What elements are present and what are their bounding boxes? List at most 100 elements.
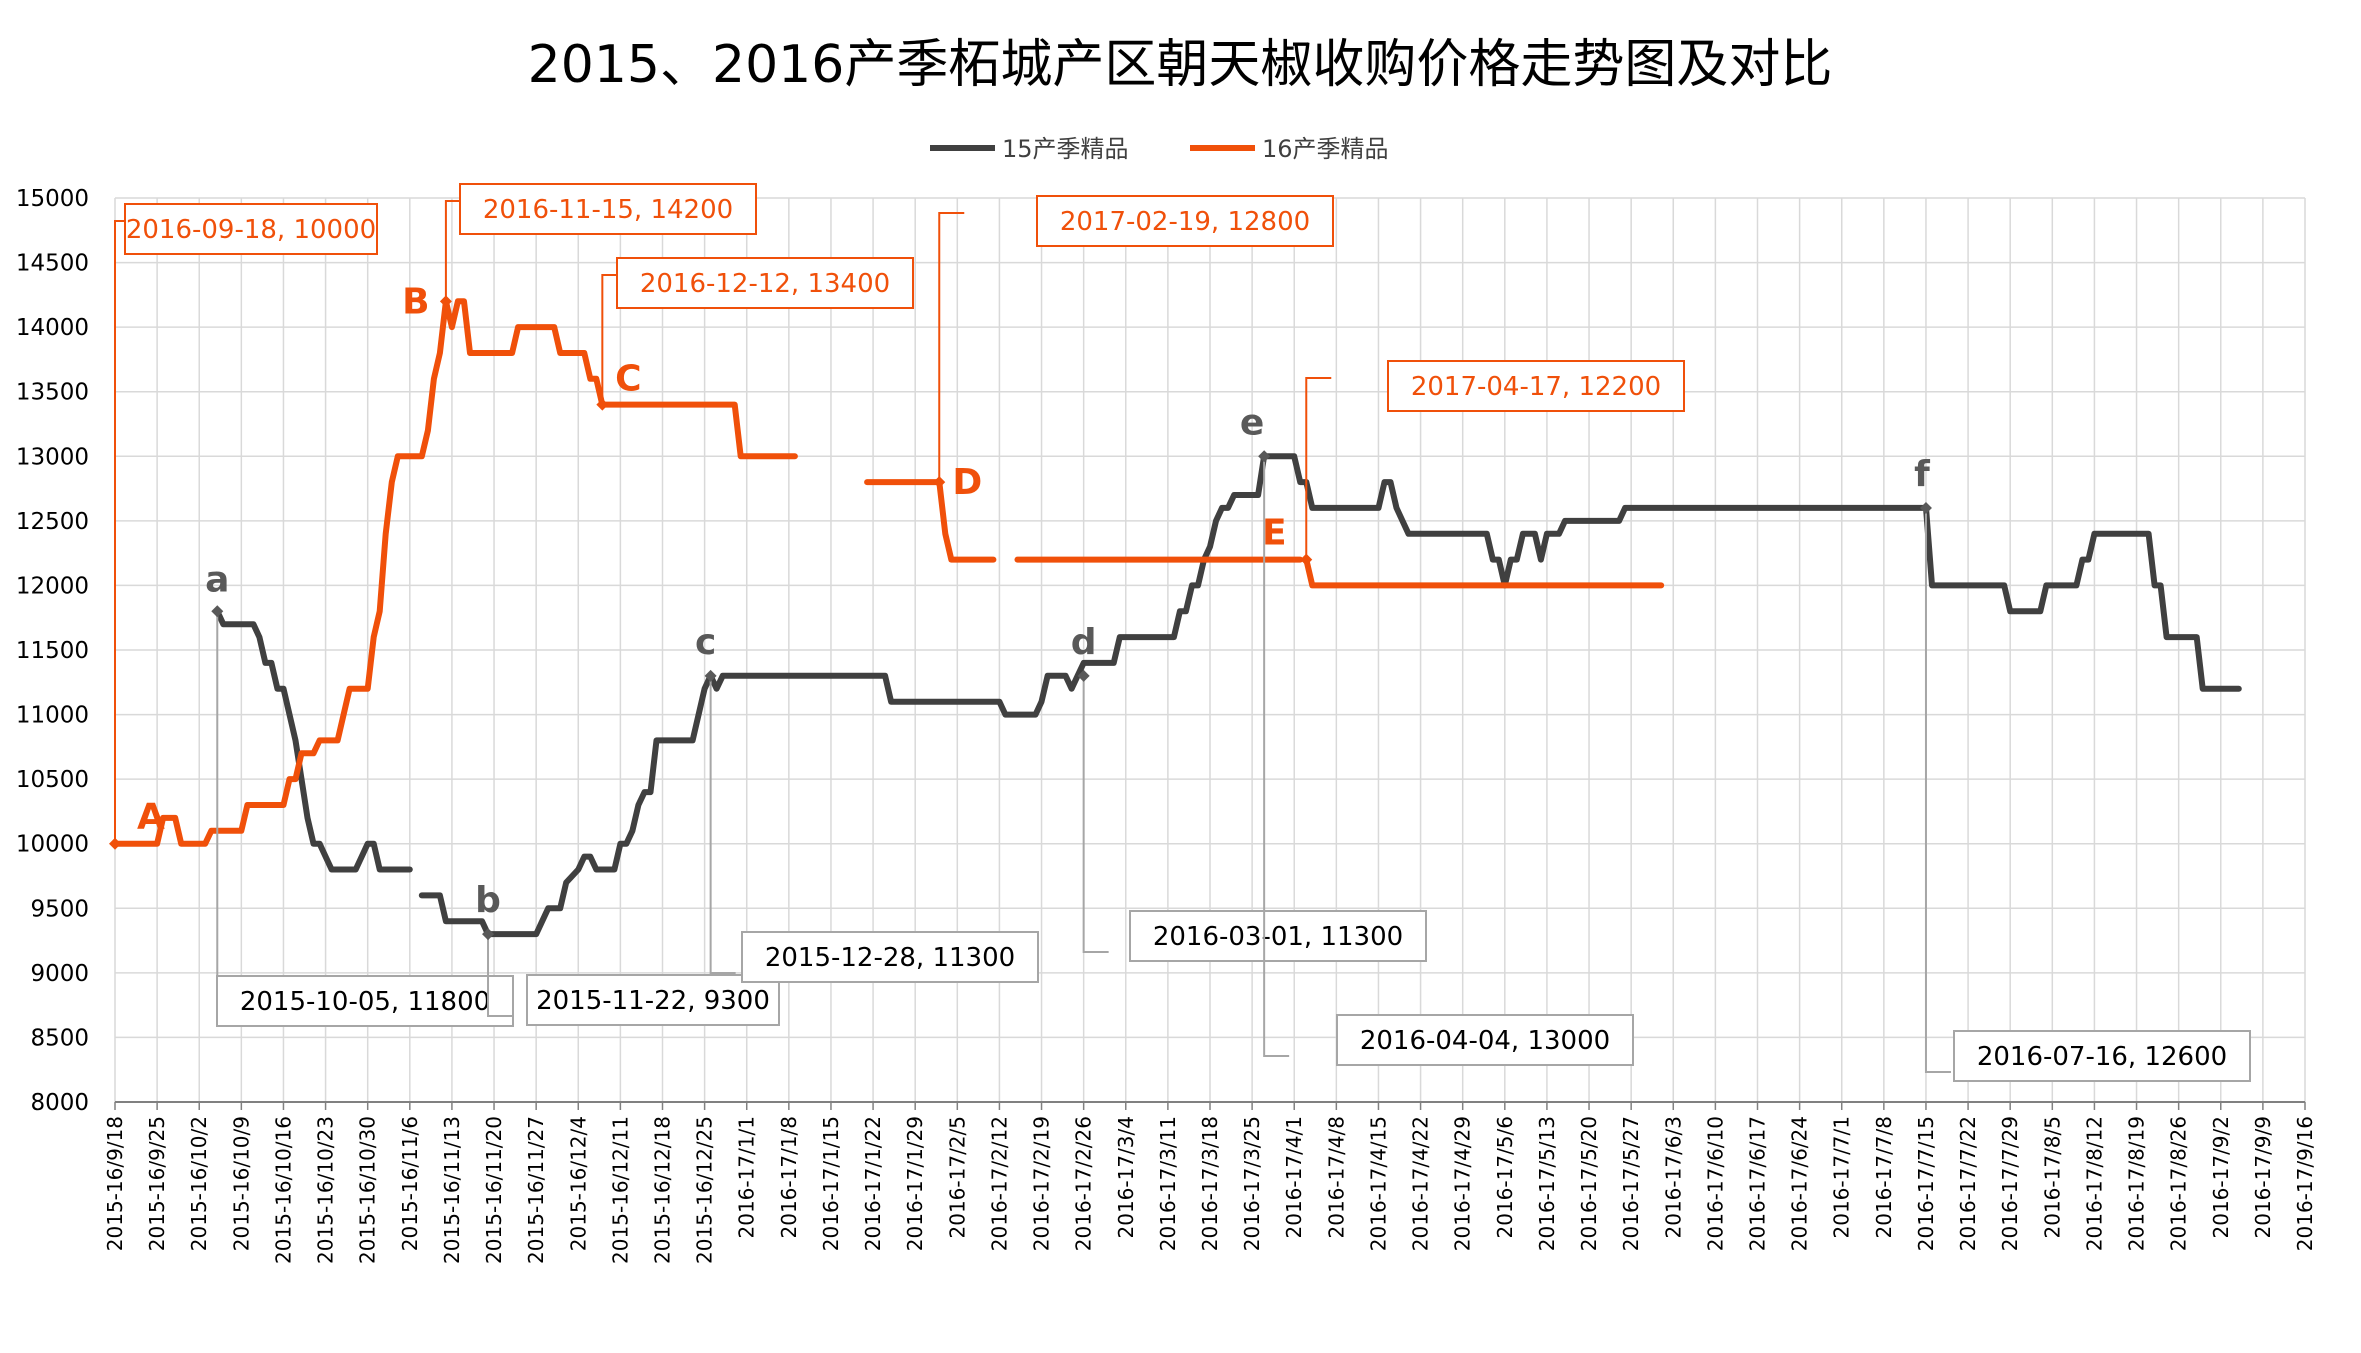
series-line-16 (1303, 556, 1665, 589)
annotation-letter-B: B (402, 281, 429, 322)
series-line-15 (214, 608, 413, 873)
x-tick-label: 2016-17/6/3 (1661, 1116, 1685, 1239)
annotation-label-a: 2015-10-05, 11800 (240, 987, 490, 1017)
annotation-marker-B (439, 295, 452, 308)
x-tick-label: 2015-16/12/25 (693, 1116, 717, 1264)
annotation-box-a (216, 975, 514, 1027)
annotation-box-c (741, 931, 1039, 983)
annotation-leader-d (1082, 675, 1109, 953)
x-tick-label: 2016-17/6/10 (1703, 1116, 1727, 1251)
x-tick-label: 2016-17/7/22 (1956, 1116, 1980, 1251)
annotation-letter-E: E (1262, 513, 1287, 554)
annotation-letter-D: D (952, 462, 982, 503)
annotation-marker-D (933, 476, 946, 489)
legend-label-16: 16产季精品 (1262, 135, 1389, 163)
annotation-marker-e (1258, 450, 1271, 463)
annotation-marker-E (1300, 553, 1313, 566)
annotation-marker-c (704, 669, 717, 682)
annotation-box-B (459, 183, 757, 235)
x-tick-label: 2016-17/7/8 (1872, 1116, 1896, 1239)
x-tick-label: 2015-16/10/16 (271, 1116, 295, 1264)
y-tick-label: 9000 (30, 961, 89, 987)
y-tick-label: 13000 (16, 444, 89, 470)
annotation-label-E: 2017-04-17, 12200 (1411, 372, 1661, 402)
x-tick-label: 2015-16/10/30 (356, 1116, 380, 1264)
annotation-box-f (1953, 1030, 2251, 1082)
x-tick-label: 2016-17/1/29 (903, 1116, 927, 1251)
x-tick-label: 2015-16/11/27 (524, 1116, 548, 1264)
x-tick-label: 2016-17/5/27 (1619, 1116, 1643, 1251)
series-line-15 (418, 453, 2242, 938)
series-line-16 (864, 479, 997, 563)
x-tick-label: 2015-16/10/2 (187, 1116, 211, 1251)
x-tick-label: 2016-17/8/19 (2125, 1116, 2149, 1251)
y-tick-label: 15000 (16, 186, 89, 212)
x-tick-label: 2015-16/11/6 (398, 1116, 422, 1251)
y-tick-label: 10000 (16, 832, 89, 858)
x-tick-label: 2016-17/8/26 (2167, 1116, 2191, 1251)
annotation-leader-c (709, 675, 736, 974)
annotation-letter-d: d (1071, 622, 1097, 663)
annotation-letter-e: e (1240, 402, 1264, 443)
y-tick-label: 13500 (16, 380, 89, 406)
annotations: 2016-09-18, 10000 A 2016-11-15, 14200 B 2016… (109, 183, 2251, 1082)
x-tick-label: 2016-17/5/13 (1535, 1116, 1559, 1251)
y-tick-label: 14000 (16, 315, 89, 341)
y-tick-label: 10500 (16, 767, 89, 793)
x-tick-label: 2016-17/8/5 (2040, 1116, 2064, 1239)
y-tick-label: 12000 (16, 573, 89, 599)
x-tick-label: 2015-16/9/25 (145, 1116, 169, 1251)
series-lines (112, 298, 2242, 938)
y-tick-label: 8000 (30, 1090, 89, 1116)
annotation-label-d: 2016-03-01, 11300 (1153, 922, 1403, 952)
x-tick-label: 2016-17/8/12 (2082, 1116, 2106, 1251)
annotation-marker-A (109, 837, 121, 850)
y-tick-label: 12500 (16, 509, 89, 535)
annotation-leader-b (487, 934, 514, 1017)
y-tick-label: 11000 (16, 703, 89, 729)
annotation-label-A: 2016-09-18, 10000 (126, 215, 376, 245)
annotation-label-f: 2016-07-16, 12600 (1977, 1042, 2227, 1072)
y-tick-label: 11500 (16, 638, 89, 664)
annotation-letter-a: a (205, 559, 229, 600)
x-tick-label: 2015-16/12/11 (608, 1116, 632, 1264)
x-tick-label: 2016-17/2/19 (1030, 1116, 1054, 1251)
annotation-letter-A: A (137, 797, 165, 838)
x-tick-label: 2016-17/9/2 (2209, 1116, 2233, 1239)
annotation-letter-b: b (475, 880, 501, 921)
y-tick-label: 8500 (30, 1025, 89, 1051)
axes: 8000 8500 9000 9500 10000 10500 11000 11500 1200… (16, 186, 2317, 1264)
annotation-box-d (1129, 910, 1427, 962)
x-tick-label: 2016-17/4/15 (1366, 1116, 1390, 1251)
x-tick-label: 2015-16/10/23 (314, 1116, 338, 1264)
x-tick-label: 2016-17/9/16 (2293, 1116, 2317, 1251)
annotation-label-C: 2016-12-12, 13400 (640, 269, 890, 299)
x-tick-label: 2016-17/1/22 (861, 1116, 885, 1251)
x-tick-label: 2016-17/4/1 (1282, 1116, 1306, 1239)
annotation-box-e (1336, 1014, 1634, 1066)
chart-title: 2015、2016产季柘城产区朝天椒收购价格走势图及对比 (528, 35, 1833, 95)
series-line-16 (112, 298, 798, 847)
annotation-label-b: 2015-11-22, 9300 (536, 986, 770, 1016)
x-tick-label: 2016-17/5/20 (1577, 1116, 1601, 1251)
x-tick-label: 2016-17/3/11 (1156, 1116, 1180, 1251)
annotation-label-c: 2015-12-28, 11300 (765, 943, 1015, 973)
x-tick-label: 2016-17/6/24 (1788, 1116, 1812, 1251)
x-tick-label: 2016-17/2/12 (987, 1116, 1011, 1251)
annotation-box-A (124, 203, 378, 255)
annotation-letter-c: c (695, 622, 716, 663)
annotation-marker-b (482, 928, 495, 941)
legend: 15产季精品 16产季精品 (930, 135, 1389, 163)
annotation-marker-d (1077, 669, 1090, 682)
x-tick-label: 2016-17/6/17 (1746, 1116, 1770, 1251)
y-tick-label: 14500 (16, 251, 89, 277)
annotation-label-B: 2016-11-15, 14200 (483, 195, 733, 225)
x-tick-label: 2016-17/3/25 (1240, 1116, 1264, 1251)
x-tick-label: 2016-17/4/22 (1409, 1116, 1433, 1251)
annotation-box-D (1036, 195, 1334, 247)
x-tick-label: 2016-17/1/15 (819, 1116, 843, 1251)
x-tick-label: 2015-16/11/20 (482, 1116, 506, 1264)
x-tick-label: 2016-17/5/6 (1493, 1116, 1517, 1239)
